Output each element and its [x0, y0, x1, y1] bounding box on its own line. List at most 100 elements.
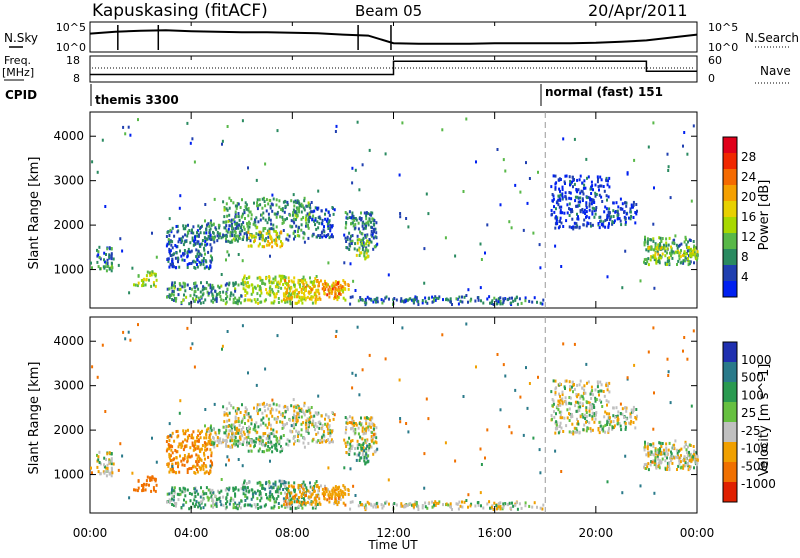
power-cell: [242, 221, 245, 225]
velocity-cell: [194, 465, 197, 469]
power-cell: [274, 275, 277, 279]
velocity-cell: [328, 500, 331, 504]
velocity-cell: [296, 406, 299, 410]
velocity-cell: [275, 430, 278, 434]
velocity-cell: [280, 479, 283, 483]
velocity-cell: [321, 487, 324, 491]
velocity-cell: [146, 475, 149, 479]
power-cell: [193, 282, 196, 286]
power-cell: [343, 280, 346, 284]
power-cell: [243, 280, 246, 284]
velocity-cell: [325, 490, 328, 494]
velocity-cell: [683, 459, 686, 463]
power-cell: [612, 215, 615, 218]
velocity-cell: [655, 462, 658, 466]
power-cell: [555, 218, 558, 222]
power-cell: [688, 245, 690, 249]
velocity-cell: [165, 440, 168, 443]
power-cell: [110, 252, 113, 256]
velocity-cell: [187, 452, 190, 456]
velocity-cell: [325, 413, 328, 417]
power-cell: [351, 211, 354, 215]
power-cell: [325, 219, 328, 223]
velocity-cell: [293, 500, 296, 504]
power-cell: [263, 196, 265, 200]
power-cell: [613, 221, 615, 224]
power-cell: [285, 237, 288, 241]
power-cell: [339, 283, 342, 287]
velocity-cell: [99, 472, 102, 476]
power-cell: [667, 169, 670, 172]
velocity-cell: [209, 438, 212, 442]
power-cell: [279, 245, 282, 249]
power-cell: [228, 224, 231, 228]
velocity-cell: [682, 464, 685, 468]
velocity-cell: [166, 500, 168, 504]
velocity-cell: [228, 429, 231, 433]
power-cell: [208, 266, 210, 270]
colorbar-swatch: [723, 422, 737, 443]
velocity-cell: [329, 428, 332, 432]
power-cell: [578, 178, 581, 182]
power-cell: [327, 283, 329, 287]
power-cell: [265, 288, 268, 291]
velocity-cell: [593, 412, 596, 416]
power-cell: [227, 283, 230, 287]
velocity-cell: [196, 470, 199, 474]
velocity-cell: [141, 489, 144, 493]
velocity-cell: [171, 465, 174, 468]
velocity-cell: [293, 409, 296, 413]
velocity-cell: [203, 471, 206, 475]
power-cell: [241, 119, 244, 123]
power-cell: [365, 214, 368, 218]
power-cell: [605, 207, 608, 211]
power-cell: [676, 263, 678, 266]
power-cell: [300, 217, 303, 221]
velocity-cell: [289, 418, 291, 422]
power-cell: [373, 219, 376, 222]
velocity-cell: [265, 403, 268, 407]
power-cell: [229, 234, 232, 238]
power-cell: [365, 251, 368, 255]
power-cell: [280, 286, 283, 290]
velocity-cell: [328, 490, 331, 494]
velocity-cell: [667, 374, 670, 377]
velocity-cell: [316, 485, 319, 489]
date-title: 20/Apr/2011: [588, 1, 688, 20]
power-cell: [688, 248, 691, 252]
power-cell: [300, 204, 303, 208]
velocity-cell: [335, 329, 338, 333]
power-cell: [268, 227, 271, 231]
velocity-cell: [296, 419, 299, 423]
power-cell: [619, 197, 622, 201]
velocity-cell: [351, 416, 354, 420]
power-cell: [243, 276, 245, 280]
velocity-cell: [171, 470, 174, 474]
power-cell: [370, 298, 373, 302]
power-cell: [692, 250, 695, 254]
velocity-cell: [690, 452, 692, 456]
velocity-cell: [307, 423, 310, 427]
power-cell: [272, 301, 275, 305]
velocity-cell: [124, 337, 127, 341]
power-cell: [198, 260, 201, 264]
velocity-cell: [307, 441, 310, 445]
power-cell: [591, 199, 594, 203]
velocity-cell: [582, 397, 585, 401]
power-cell: [166, 242, 169, 246]
velocity-cell: [206, 447, 209, 451]
velocity-cell: [91, 365, 94, 369]
velocity-cell: [524, 504, 527, 508]
power-cell: [239, 206, 242, 209]
velocity-cell: [275, 438, 278, 442]
velocity-cell: [367, 454, 369, 458]
velocity-cell: [306, 417, 309, 421]
velocity-cell: [351, 500, 354, 504]
power-cell: [479, 242, 482, 246]
power-cell: [303, 208, 306, 212]
velocity-cell: [234, 432, 237, 436]
power-cell: [212, 285, 215, 289]
velocity-cell: [173, 439, 176, 443]
power-cell: [431, 300, 434, 304]
